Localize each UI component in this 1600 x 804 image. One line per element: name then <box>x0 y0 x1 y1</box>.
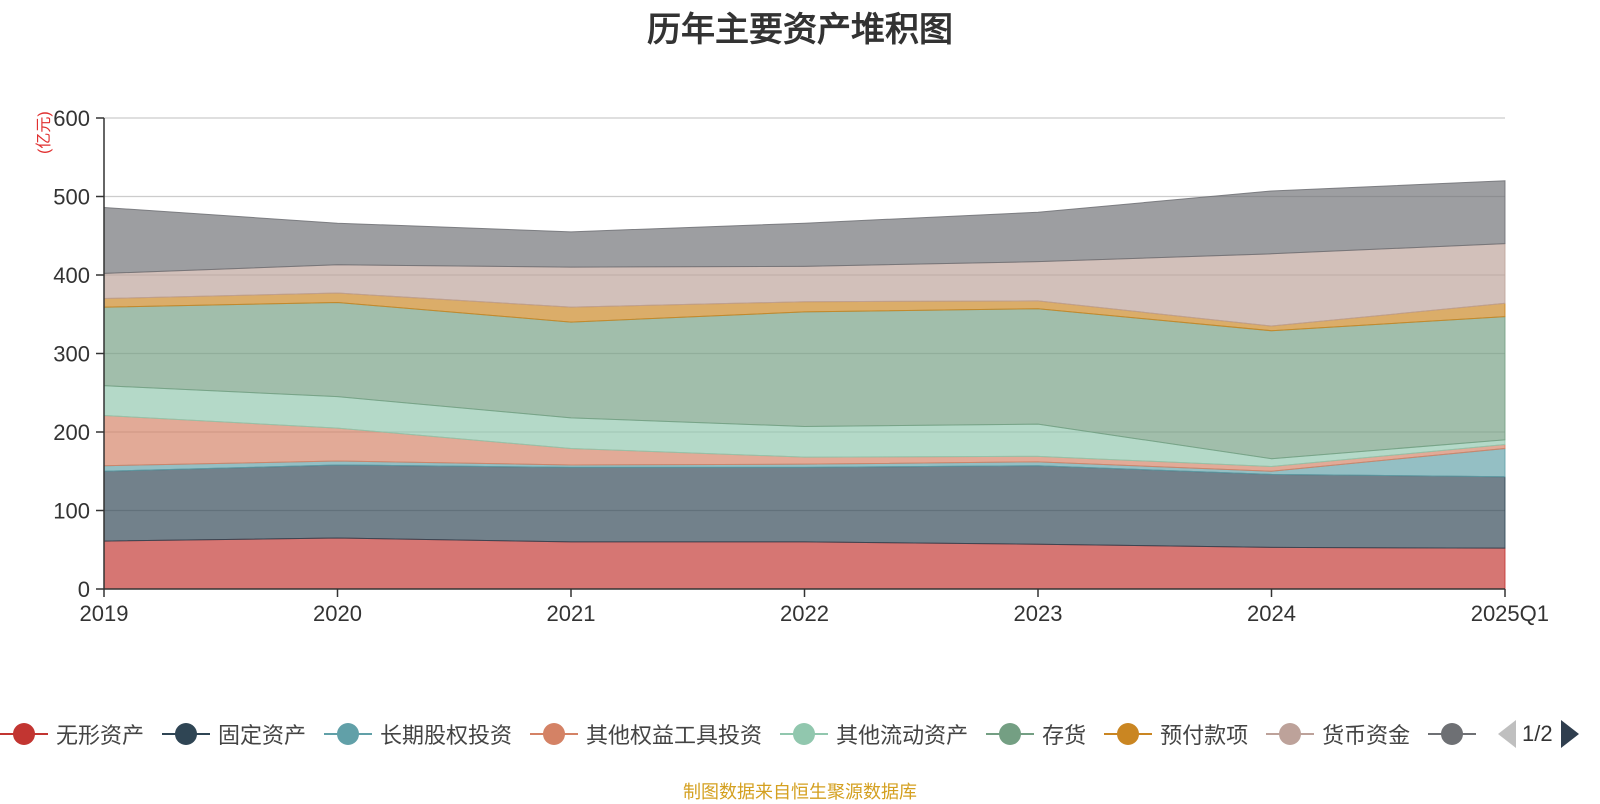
y-tick-label: 200 <box>53 420 90 445</box>
legend-item-4[interactable]: 其他流动资产 <box>780 718 968 750</box>
legend-label: 其他权益工具投资 <box>586 723 763 748</box>
x-tick-label: 2021 <box>547 601 596 626</box>
legend-label: 预付款项 <box>1160 723 1249 748</box>
x-tick-label: 2019 <box>80 601 129 626</box>
legend-viewport: 无形资产 固定资产 长期股权投资 其他权益工具投资 其他流动资产 存货 预付款项 货币资金其他… <box>0 714 1482 754</box>
x-tick-label: 2023 <box>1014 601 1063 626</box>
legend-item-3[interactable]: 其他权益工具投资 <box>530 718 762 750</box>
legend-item-7[interactable]: 货币资金 <box>1266 718 1410 750</box>
legend-marker-icon <box>530 722 579 746</box>
legend-item-0[interactable]: 无形资产 <box>0 718 144 750</box>
legend-page-indicator: 1/2 <box>1522 721 1553 746</box>
legend-track: 无形资产 固定资产 长期股权投资 其他权益工具投资 其他流动资产 存货 预付款项 货币资金其他… <box>0 714 1482 754</box>
legend-marker-icon <box>1266 722 1315 746</box>
legend-next-page-button[interactable] <box>1560 720 1579 748</box>
legend-item-8[interactable]: 其他资产 <box>1428 718 1482 750</box>
legend-item-1[interactable]: 固定资产 <box>162 718 306 750</box>
legend-marker-icon <box>986 722 1035 746</box>
legend-marker-icon <box>1104 722 1153 746</box>
x-tick-label: 2024 <box>1247 601 1296 626</box>
legend-label: 长期股权投资 <box>380 723 513 748</box>
legend-label: 其他流动资产 <box>836 723 969 748</box>
y-axis-unit: (亿元) <box>36 111 53 154</box>
x-tick-label: 2022 <box>780 601 829 626</box>
axes: 0 100 200 300 400 500 600 2019 2020 2021 2022 2023 2… <box>53 106 1549 626</box>
legend-item-5[interactable]: 存货 <box>986 718 1086 750</box>
y-tick-label: 300 <box>53 342 90 367</box>
y-tick-label: 100 <box>53 499 90 524</box>
legend-prev-page-button[interactable] <box>1498 720 1516 748</box>
legend-marker-icon <box>324 722 373 746</box>
legend-label: 无形资产 <box>56 723 145 748</box>
legend-marker-icon <box>780 722 829 746</box>
legend-marker-icon <box>162 722 211 746</box>
x-tick-label: 2020 <box>313 601 362 626</box>
y-tick-label: 600 <box>53 106 90 131</box>
legend-marker-icon <box>0 722 48 746</box>
legend-pager: 1/2 <box>1498 714 1600 754</box>
chart-title: 历年主要资产堆积图 <box>647 11 953 49</box>
legend-label: 货币资金 <box>1322 723 1411 748</box>
legend-item-6[interactable]: 预付款项 <box>1104 718 1248 750</box>
y-tick-label: 500 <box>53 185 90 210</box>
x-tick-label: 2025Q1 <box>1471 601 1549 626</box>
y-tick-label: 400 <box>53 263 90 288</box>
y-tick-label: 0 <box>78 577 90 602</box>
legend-item-2[interactable]: 长期股权投资 <box>324 718 512 750</box>
area-series-8 <box>103 180 1506 274</box>
stacked-areas <box>103 180 1506 590</box>
legend-marker-icon <box>1428 722 1477 746</box>
legend: 无形资产 固定资产 长期股权投资 其他权益工具投资 其他流动资产 存货 预付款项 货币资金其他… <box>0 714 1600 754</box>
legend-label: 固定资产 <box>218 723 307 748</box>
chart-plot: 0 100 200 300 400 500 600 2019 2020 2021 2022 2023 2… <box>53 106 1549 626</box>
source-note: 制图数据来自恒生聚源数据库 <box>683 782 917 802</box>
legend-label: 存货 <box>1042 723 1087 748</box>
area-series-1 <box>103 464 1506 549</box>
